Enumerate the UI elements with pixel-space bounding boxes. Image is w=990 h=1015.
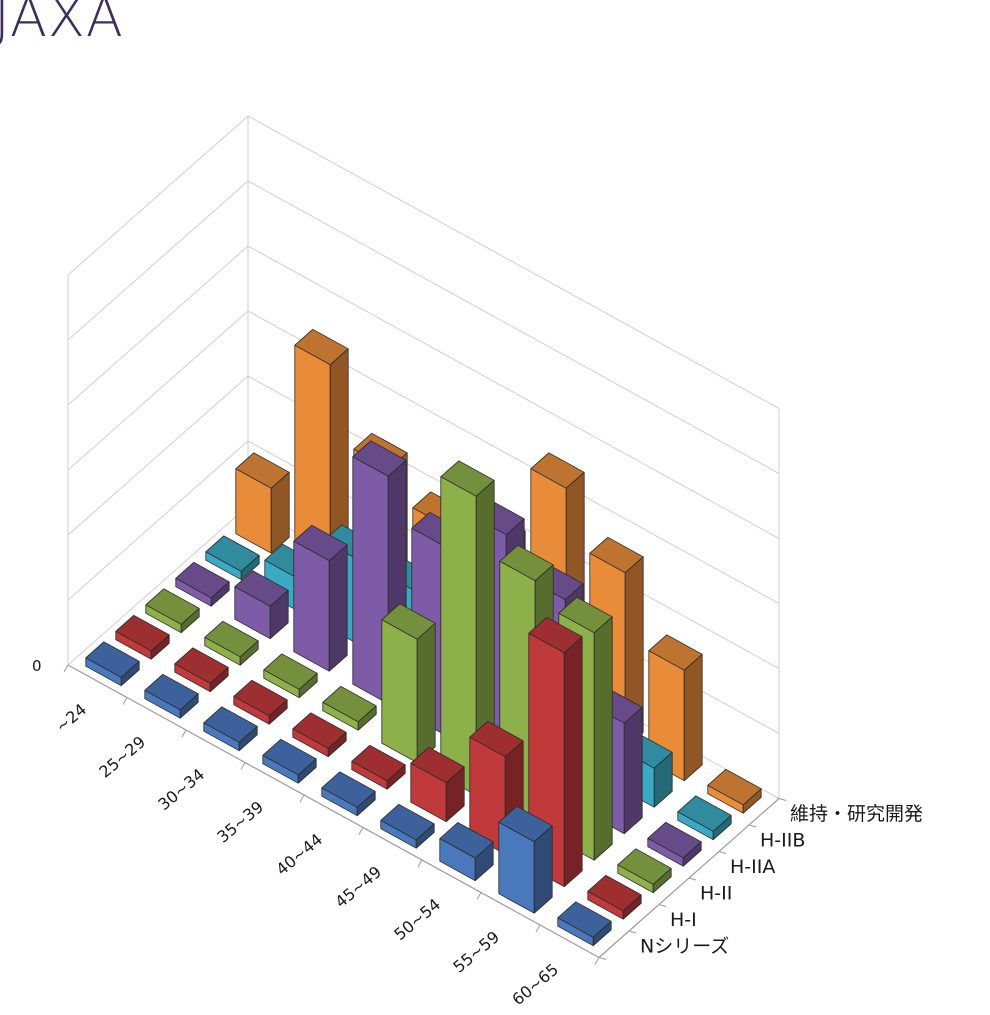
bar bbox=[707, 768, 762, 814]
series-label: 維持・研究開発 bbox=[790, 803, 923, 825]
series-label: H-IIB bbox=[760, 829, 805, 851]
x-tick-label: 55~59 bbox=[449, 927, 503, 976]
bar bbox=[203, 706, 258, 752]
series-tick-mark bbox=[748, 824, 757, 828]
x-tick-mark bbox=[417, 859, 423, 868]
bar bbox=[557, 901, 612, 947]
bar bbox=[145, 588, 200, 634]
gridline bbox=[67, 180, 780, 474]
x-tick-label: 25~29 bbox=[95, 732, 149, 781]
bar bbox=[262, 738, 317, 784]
x-tick-mark bbox=[181, 729, 187, 738]
bar bbox=[677, 795, 732, 841]
bar bbox=[440, 460, 495, 796]
series-tick-mark bbox=[598, 957, 607, 960]
series-label: H-IIA bbox=[730, 856, 775, 878]
x-tick-mark bbox=[63, 664, 69, 673]
bar bbox=[235, 452, 290, 554]
series-label: H-I bbox=[670, 909, 697, 931]
x-tick-mark bbox=[240, 762, 246, 770]
bar bbox=[115, 614, 170, 660]
series-label: Nシリーズ bbox=[640, 935, 729, 957]
x-tick-mark bbox=[358, 827, 364, 835]
bar bbox=[85, 641, 140, 687]
bar bbox=[263, 653, 318, 699]
x-tick-mark bbox=[476, 892, 482, 900]
bar bbox=[174, 647, 229, 693]
bar bbox=[144, 673, 199, 719]
bar bbox=[293, 524, 348, 672]
bar bbox=[322, 685, 377, 731]
gridline bbox=[67, 115, 780, 409]
page-title: JAXA bbox=[0, 0, 124, 49]
x-tick-mark bbox=[594, 957, 600, 965]
gridline bbox=[67, 245, 780, 539]
x-tick-label: 30~34 bbox=[154, 765, 208, 814]
x-tick-label: 40~44 bbox=[272, 830, 326, 879]
bar bbox=[351, 744, 406, 790]
y-tick-label: 0 bbox=[32, 657, 42, 675]
series-tick-mark bbox=[658, 904, 667, 907]
series-tick-mark bbox=[688, 877, 697, 881]
bar bbox=[498, 805, 553, 914]
bar bbox=[294, 328, 349, 587]
x-tick-label: 50~54 bbox=[390, 895, 444, 944]
x-tick-label: 45~49 bbox=[331, 862, 385, 911]
bar bbox=[175, 561, 230, 607]
bar bbox=[439, 822, 494, 882]
chart-bars bbox=[85, 328, 762, 947]
bar bbox=[380, 803, 435, 849]
bar bbox=[204, 620, 259, 666]
bar bbox=[587, 874, 642, 920]
bar bbox=[617, 848, 672, 894]
series-tick-mark bbox=[718, 851, 727, 854]
bar bbox=[647, 821, 702, 867]
x-tick-label: 60~65 bbox=[508, 960, 562, 1009]
x-tick-mark bbox=[299, 794, 305, 803]
bar bbox=[233, 679, 288, 725]
bar bbox=[292, 712, 347, 758]
series-label: H-II bbox=[700, 882, 732, 904]
series-tick-mark bbox=[778, 798, 787, 801]
bar bbox=[205, 535, 260, 581]
x-tick-mark bbox=[122, 697, 128, 705]
bar bbox=[234, 570, 289, 640]
bar bbox=[381, 603, 436, 764]
x-tick-label: ~24 bbox=[52, 700, 90, 736]
x-axis-line bbox=[67, 664, 600, 959]
x-tick-label: 35~39 bbox=[213, 797, 267, 846]
bar bbox=[321, 771, 376, 817]
x-tick-mark bbox=[535, 924, 541, 933]
series-tick-mark bbox=[628, 930, 637, 934]
bar bbox=[410, 746, 465, 823]
chart-walls bbox=[63, 115, 787, 965]
